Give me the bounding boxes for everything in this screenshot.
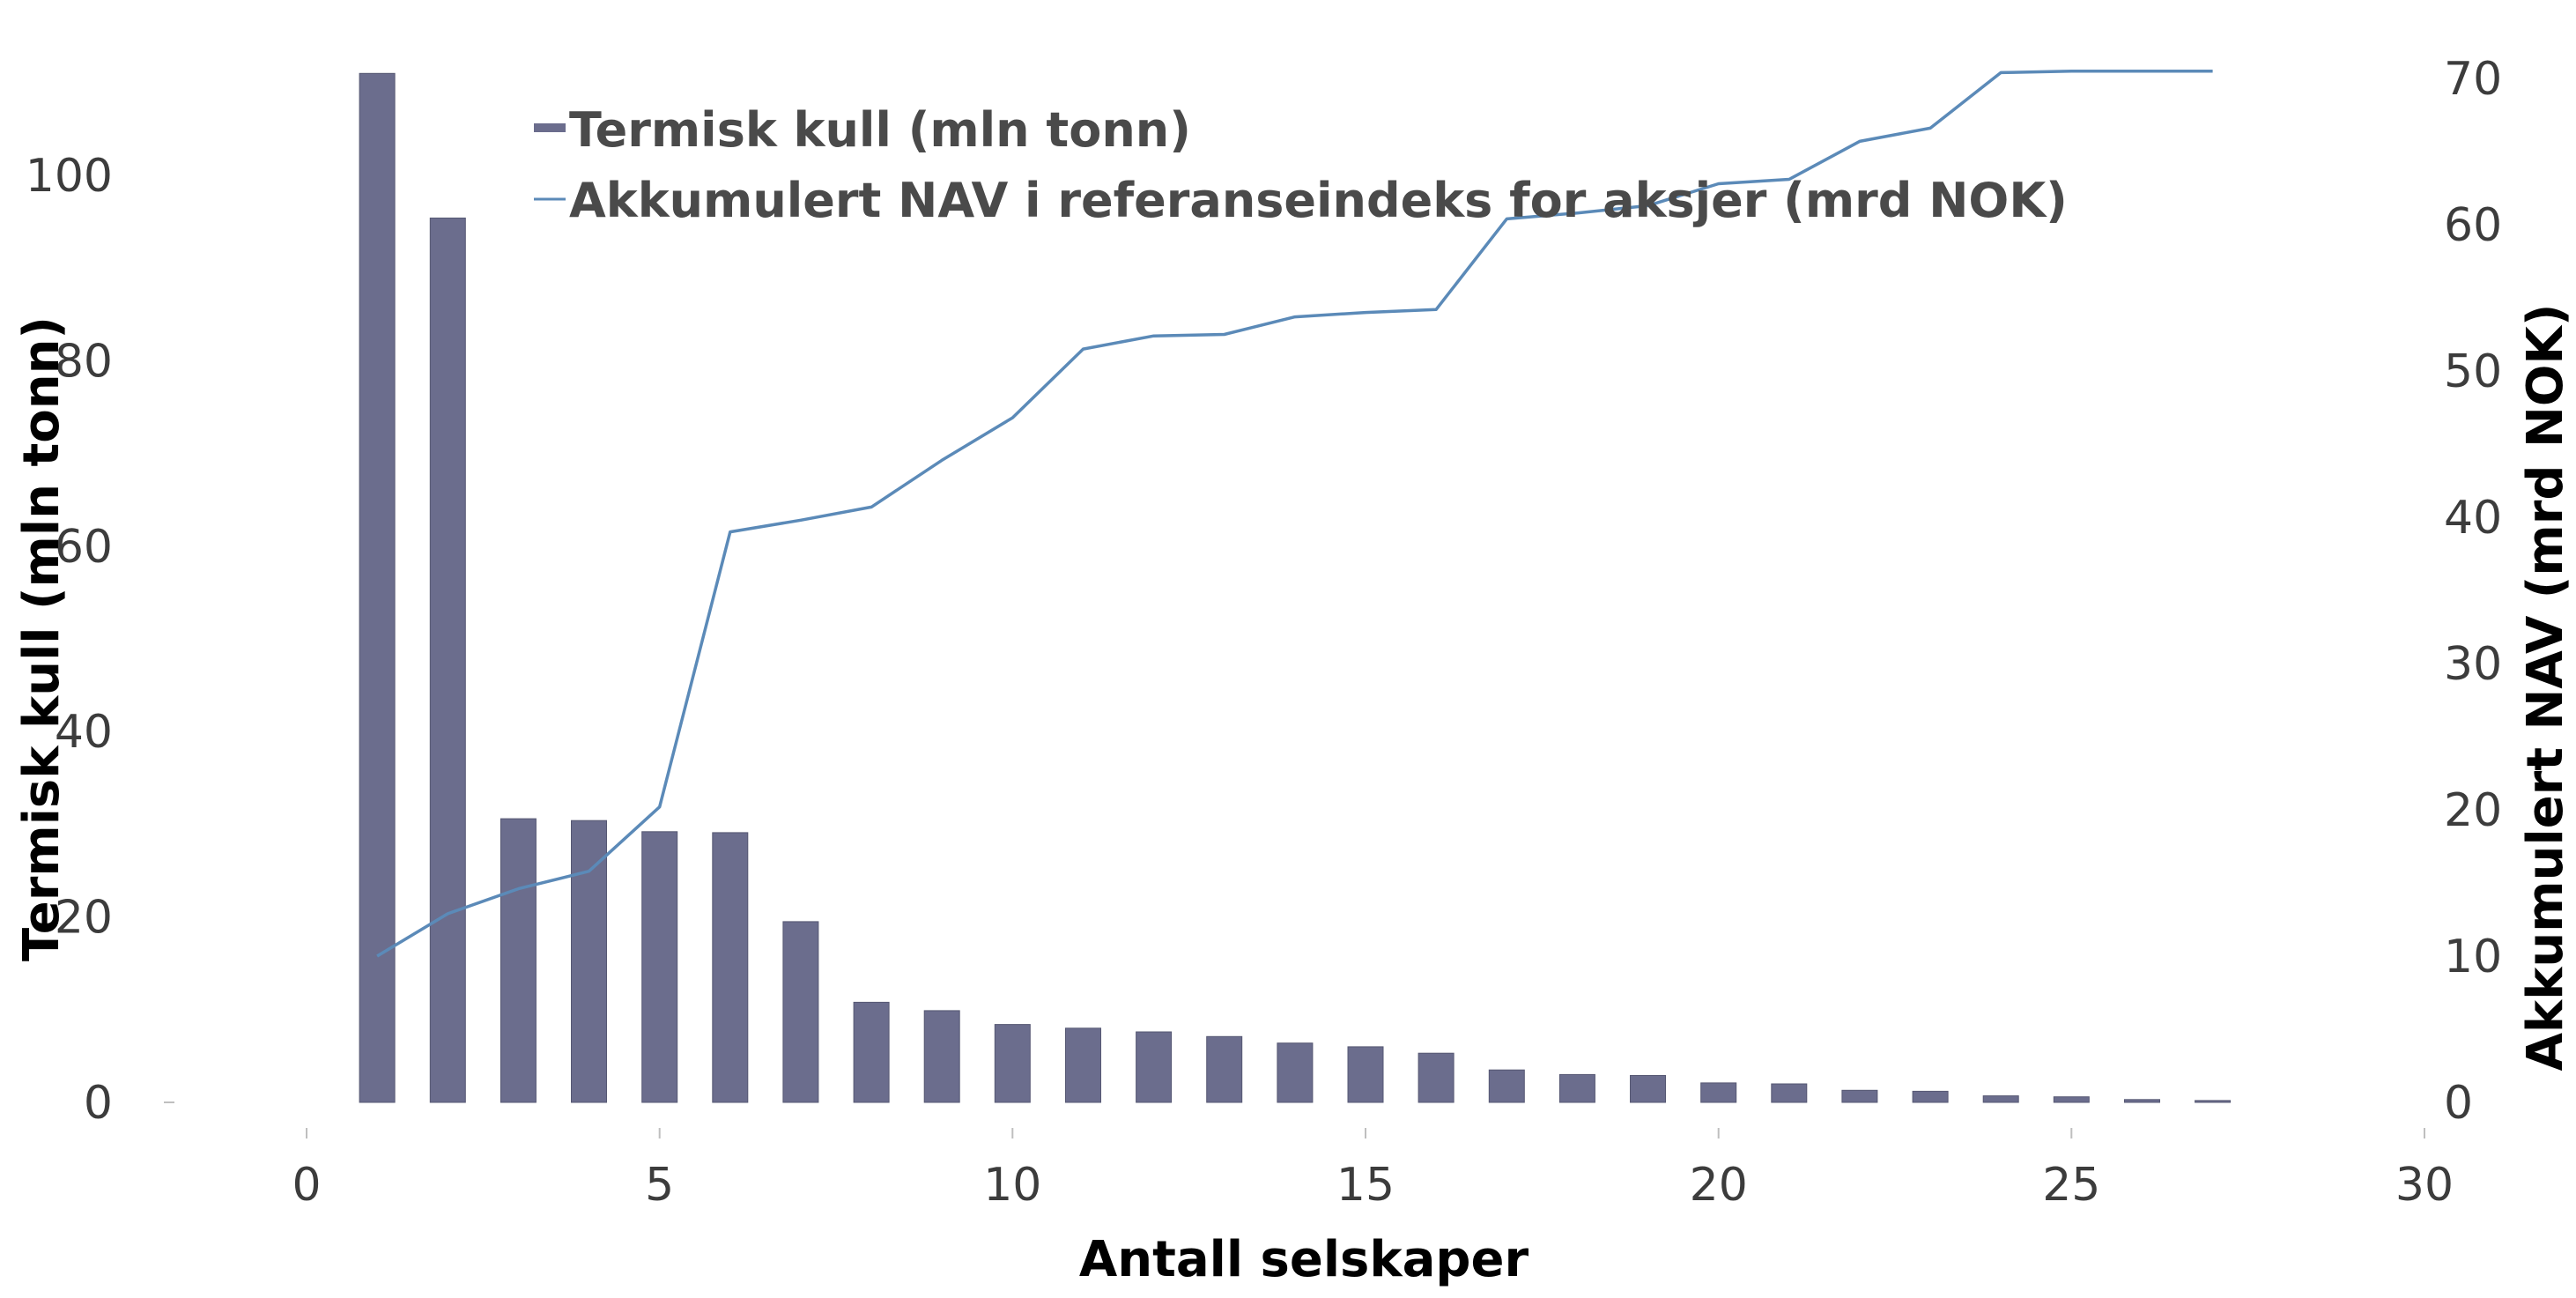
y-tick-label-100: 100 <box>26 150 113 203</box>
bar-23 <box>1912 1090 1949 1103</box>
x-axis-title: Antall selskaper <box>1079 1231 1529 1288</box>
bars-layer <box>359 72 2232 1103</box>
y-tick-label-20: 20 <box>55 892 113 945</box>
y2-tick-label-10: 10 <box>2444 931 2502 983</box>
bar-9 <box>923 1010 960 1103</box>
bar-17 <box>1488 1069 1525 1103</box>
legend-swatch-bar <box>534 123 566 132</box>
bar-27 <box>2195 1100 2232 1103</box>
bar-5 <box>641 831 678 1103</box>
y2-tick-label-70: 70 <box>2444 53 2502 106</box>
x-tick-label-0: 0 <box>292 1159 321 1212</box>
y2-tick-label-50: 50 <box>2444 345 2502 398</box>
bar-22 <box>1841 1089 1878 1103</box>
x-tick-label-30: 30 <box>2395 1159 2454 1212</box>
bar-11 <box>1065 1027 1101 1103</box>
bar-13 <box>1206 1035 1243 1103</box>
x-tick-label-20: 20 <box>1690 1159 1748 1212</box>
y2-tick-label-20: 20 <box>2444 784 2502 837</box>
legend-label-line: Akkumulert NAV i referanseindeks for aks… <box>569 173 2068 228</box>
y2-tick-label-60: 60 <box>2444 199 2502 252</box>
y-tick-label-60: 60 <box>55 521 113 574</box>
y-tick-label-40: 40 <box>55 706 113 759</box>
y2-tick-label-0: 0 <box>2444 1077 2473 1130</box>
bar-14 <box>1277 1042 1314 1103</box>
bar-16 <box>1418 1052 1455 1103</box>
line-layer <box>376 69 2213 958</box>
x-tick-label-15: 15 <box>1336 1159 1395 1212</box>
y2-tick-label-30: 30 <box>2444 638 2502 691</box>
bar-3 <box>500 818 537 1103</box>
bar-1 <box>359 72 396 1103</box>
bar-21 <box>1771 1083 1808 1103</box>
bar-8 <box>853 1001 890 1103</box>
y2-axis-title: Akkumulert NAV (mrd NOK) <box>2517 304 2574 1072</box>
bar-6 <box>712 832 749 1103</box>
bar-12 <box>1136 1031 1173 1103</box>
bar-10 <box>994 1024 1031 1103</box>
x-tick-label-10: 10 <box>983 1159 1041 1212</box>
y2-tick-label-40: 40 <box>2444 492 2502 545</box>
series-line-nav <box>376 69 2213 958</box>
bar-2 <box>429 217 466 1103</box>
x-tick-label-5: 5 <box>645 1159 674 1212</box>
y-tick-label-80: 80 <box>55 335 113 388</box>
y-tick-label-0: 0 <box>84 1077 113 1130</box>
bar-18 <box>1558 1073 1595 1103</box>
bar-15 <box>1347 1046 1384 1103</box>
bar-7 <box>782 921 819 1103</box>
bar-4 <box>571 820 607 1103</box>
bar-26 <box>2124 1099 2160 1103</box>
bar-24 <box>1982 1095 2019 1103</box>
y-axis-title: Termisk kull (mln tonn) <box>13 316 70 961</box>
axes-layer: 0 20 40 60 80 100 0 10 20 30 40 50 60 70 0 5 10 15 20 25 30 <box>26 53 2502 1212</box>
x-tick-label-25: 25 <box>2042 1159 2100 1212</box>
bar-19 <box>1630 1075 1666 1103</box>
bar-25 <box>2053 1096 2090 1103</box>
legend: Termisk kull (mln tonn) Akkumulert NAV i… <box>534 102 2068 228</box>
legend-label-bar: Termisk kull (mln tonn) <box>569 102 1191 158</box>
bar-20 <box>1700 1082 1737 1103</box>
